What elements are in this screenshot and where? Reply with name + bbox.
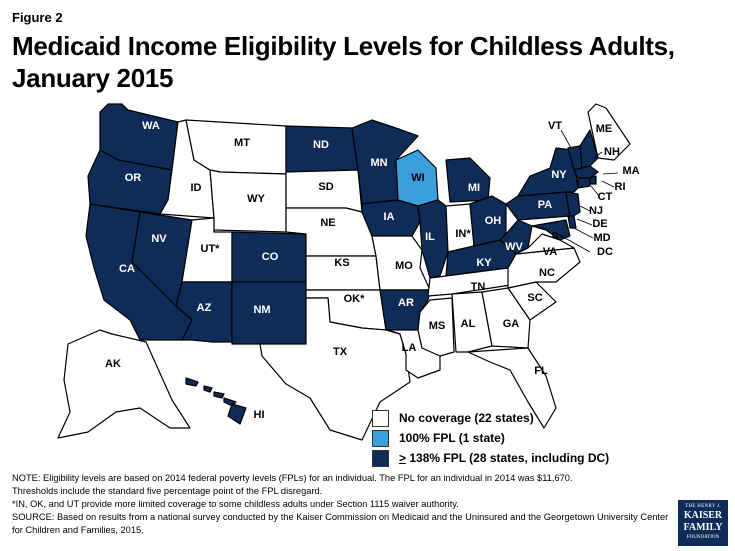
legend-swatch-138fpl: [372, 449, 389, 467]
state-fl: [467, 347, 557, 429]
state-label-tn: TN: [471, 281, 486, 293]
state-label-ct: CT: [598, 191, 613, 203]
state-label-sd: SD: [318, 181, 333, 193]
state-label-ga: GA: [503, 318, 520, 330]
figure-label: Figure 2: [12, 10, 63, 25]
leader-md: [571, 226, 594, 239]
state-label-oh: OH: [485, 215, 502, 227]
legend-label-none: No coverage (22 states): [399, 411, 534, 425]
state-label-co: CO: [262, 251, 279, 263]
state-label-ak: AK: [105, 358, 121, 370]
state-label-id: ID: [191, 182, 202, 194]
state-label-il: IL: [425, 231, 435, 243]
leader-nj: [579, 205, 591, 212]
legend-swatch-none: [372, 409, 389, 427]
state-label-nd: ND: [313, 139, 329, 151]
state-label-dc: DC: [597, 246, 613, 258]
state-label-la: LA: [402, 342, 417, 354]
state-dc: [552, 232, 558, 238]
legend-item-none: No coverage (22 states): [372, 408, 609, 428]
state-label-me: ME: [596, 123, 613, 135]
leader-de: [576, 218, 593, 226]
legend: No coverage (22 states) 100% FPL (1 stat…: [372, 408, 609, 468]
state-label-nh: NH: [604, 146, 620, 158]
leader-ri: [601, 180, 615, 188]
state-ak: [57, 329, 191, 439]
legend-item-100fpl: 100% FPL (1 state): [372, 428, 609, 448]
state-hi: [185, 377, 247, 425]
legend-item-138fpl: > 138% FPL (28 states, including DC): [372, 448, 609, 468]
state-label-pa: PA: [538, 199, 553, 211]
state-label-nc: NC: [539, 267, 555, 279]
state-label-hi: HI: [254, 409, 265, 421]
state-label-az: AZ: [197, 302, 212, 314]
state-label-va: VA: [543, 246, 558, 258]
title-line-1: Medicaid Income Eligibility Levels for C…: [12, 31, 675, 61]
note-line-3: *IN, OK, and UT provide more limited cov…: [12, 499, 459, 510]
state-va: [515, 233, 575, 255]
state-label-ok: OK*: [344, 293, 366, 305]
state-de: [567, 215, 577, 229]
state-label-wa: WA: [142, 120, 160, 132]
state-label-tx: TX: [333, 346, 348, 358]
state-label-vt: VT: [548, 120, 562, 132]
state-label-ia: IA: [384, 211, 395, 223]
state-label-fl: FL: [534, 365, 548, 377]
state-ri: [589, 175, 597, 185]
state-label-ks: KS: [334, 257, 349, 269]
state-ny: [517, 147, 579, 197]
legend-label-100fpl: 100% FPL (1 state): [399, 431, 505, 445]
notes: NOTE: Eligibility levels are based on 20…: [12, 472, 672, 537]
state-label-wi: WI: [411, 172, 424, 184]
state-label-mt: MT: [234, 137, 250, 149]
state-tx: [259, 297, 411, 441]
state-label-nv: NV: [151, 233, 167, 245]
state-label-wy: WY: [247, 193, 265, 205]
state-al: [451, 291, 493, 353]
state-ms: [417, 297, 455, 357]
state-label-nj: NJ: [589, 205, 603, 217]
page-title: Medicaid Income Eligibility Levels for C…: [12, 30, 712, 94]
kff-logo: THE HENRY J. KAISER FAMILY FOUNDATION: [678, 500, 728, 546]
legend-swatch-100fpl: [372, 429, 389, 447]
state-mi: [445, 157, 491, 203]
leader-dc: [555, 232, 591, 253]
state-label-ny: NY: [551, 169, 567, 181]
state-label-ri: RI: [615, 181, 626, 193]
state-label-or: OR: [125, 172, 142, 184]
state-label-ms: MS: [429, 320, 446, 332]
state-label-mn: MN: [370, 157, 387, 169]
state-label-mi: MI: [468, 182, 480, 194]
state-label-ut: UT*: [201, 243, 221, 255]
state-mo: [371, 235, 431, 291]
state-label-ky: KY: [476, 257, 492, 269]
state-nj: [565, 191, 581, 219]
legend-label-138fpl: 138% FPL (28 states, including DC): [406, 451, 610, 465]
leader-ct: [590, 185, 600, 197]
legend-prefix-138fpl: >: [399, 451, 407, 465]
state-il: [417, 199, 449, 279]
note-line-4: SOURCE: Based on results from a national…: [12, 512, 669, 536]
state-label-mo: MO: [395, 260, 413, 272]
state-label-in: IN*: [455, 228, 471, 240]
state-label-nm: NM: [253, 304, 270, 316]
state-label-ca: CA: [119, 263, 135, 275]
leader-nh: [593, 151, 603, 159]
state-label-ar: AR: [398, 297, 414, 309]
state-nh: [579, 129, 599, 169]
state-label-md: MD: [593, 232, 610, 244]
note-line-2: Thresholds include the standard five per…: [12, 486, 323, 497]
state-label-al: AL: [461, 318, 476, 330]
title-line-2: January 2015: [12, 63, 174, 93]
leader-vt: [560, 129, 572, 149]
state-ct: [577, 177, 591, 189]
leader-ma: [602, 172, 619, 175]
state-label-ne: NE: [320, 217, 335, 229]
state-label-ma: MA: [622, 165, 639, 177]
state-label-sc: SC: [527, 292, 542, 304]
note-line-1: NOTE: Eligibility levels are based on 20…: [12, 473, 573, 483]
state-label-de: DE: [592, 218, 607, 230]
state-label-wv: WV: [505, 241, 523, 253]
